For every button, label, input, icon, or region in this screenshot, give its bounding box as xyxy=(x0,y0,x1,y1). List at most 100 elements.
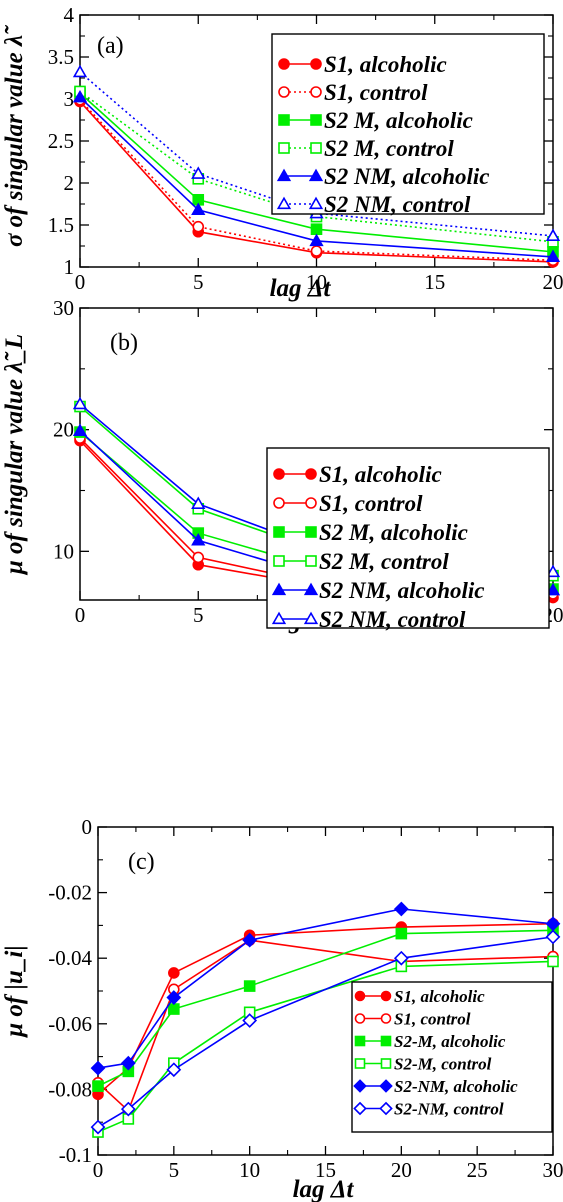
data-point xyxy=(90,1060,106,1076)
series-line xyxy=(79,99,554,262)
legend-label: S1, control xyxy=(394,1009,471,1028)
chart-panel-2: 05101520102030lag Δtμ of singular value … xyxy=(1,296,563,634)
legend-marker xyxy=(303,611,319,625)
legend-marker xyxy=(353,1079,367,1093)
y-axis-label: σ of singular value λ̃ xyxy=(1,24,28,247)
legend-label: S1, alcoholic xyxy=(319,462,442,487)
x-tick-label: 0 xyxy=(93,1158,104,1182)
x-tick-label: 5 xyxy=(193,603,204,627)
chart-panel-3: 0 5 10 15 20 25 30 -0.1 -0.08 -0.06 -0.04 -0.02 0 lag… xyxy=(1,815,563,1202)
legend: S1, alcoholic S1, control S2 M, alcoholic S… xyxy=(266,447,550,632)
legend-label: S1, alcoholic xyxy=(324,52,447,77)
legend-label: S2 M, alcoholic xyxy=(324,108,473,133)
series-line xyxy=(79,90,554,243)
legend-marker xyxy=(310,142,322,154)
data-point xyxy=(309,233,324,247)
x-tick-label: 30 xyxy=(543,1158,563,1182)
data-point xyxy=(545,228,561,242)
data-point xyxy=(120,1101,136,1117)
series-5 xyxy=(90,901,561,1076)
legend-marker xyxy=(380,1035,392,1047)
legend-label: S2-M, alcoholic xyxy=(394,1032,506,1051)
legend-marker xyxy=(278,86,290,98)
legend-marker xyxy=(273,555,285,567)
data-point xyxy=(72,396,88,410)
y-tick-label: 3 xyxy=(64,87,75,111)
series-line xyxy=(97,936,554,1128)
y-tick-label: 1.5 xyxy=(48,213,74,237)
panel-label: (b) xyxy=(110,330,138,356)
panel-label: (a) xyxy=(97,33,124,59)
series-5 xyxy=(72,89,561,263)
legend-label: S2 M, control xyxy=(319,549,449,574)
data-point xyxy=(72,89,88,103)
x-tick-label: 10 xyxy=(306,270,327,294)
y-tick-label: 2.5 xyxy=(48,129,74,153)
data-point xyxy=(191,166,206,179)
data-point xyxy=(72,64,88,78)
data-point xyxy=(192,220,205,233)
legend-marker xyxy=(380,1013,392,1024)
legend-label: S2 NM, alcoholic xyxy=(324,164,489,189)
y-tick-label: -0.02 xyxy=(48,881,92,905)
legend-marker xyxy=(353,1101,367,1116)
data-point xyxy=(120,1055,136,1071)
legend: S1, alcoholic S1, control S2-M, alcoholic S… xyxy=(351,981,553,1133)
legend-marker xyxy=(271,611,287,625)
x-tick-label: 10 xyxy=(239,1158,260,1182)
legend-marker xyxy=(278,58,290,70)
y-tick-label: -0.1 xyxy=(59,1143,92,1167)
legend-marker xyxy=(310,114,322,126)
legend-label: S2 NM, control xyxy=(319,607,466,632)
x-tick-label: 5 xyxy=(193,270,204,294)
legend-marker xyxy=(308,196,324,210)
x-tick-label: 15 xyxy=(424,270,445,294)
y-tick-label: -0.06 xyxy=(48,1012,92,1036)
series-line xyxy=(97,939,554,1113)
data-point xyxy=(395,927,408,940)
x-tick-label: 25 xyxy=(467,1158,488,1182)
legend-marker xyxy=(354,1058,366,1069)
data-point xyxy=(242,932,258,948)
legend-label: S2-NM, alcoholic xyxy=(394,1077,518,1096)
legend-marker xyxy=(354,1035,366,1047)
data-point xyxy=(243,980,256,992)
legend-marker xyxy=(354,990,366,1002)
data-point xyxy=(191,533,206,546)
legend-marker xyxy=(305,555,317,567)
legend-label: S1, alcoholic xyxy=(394,987,485,1006)
legend-marker xyxy=(273,497,285,509)
legend-marker xyxy=(310,86,322,98)
y-tick-label: 3.5 xyxy=(48,45,74,69)
legend: S1, alcoholic S1, control S2 M, alcoholic S… xyxy=(271,33,545,217)
legend-marker xyxy=(273,526,285,538)
y-tick-label: -0.08 xyxy=(48,1077,92,1101)
y-axis-label: μ of singular value λ̃_L xyxy=(1,334,28,576)
y-tick-label: -0.04 xyxy=(48,946,92,970)
series-6 xyxy=(90,929,561,1135)
data-point xyxy=(545,582,561,596)
legend-marker xyxy=(308,168,324,182)
y-tick-label: 2 xyxy=(64,171,75,195)
y-tick-label: 1 xyxy=(64,255,75,279)
legend-marker xyxy=(278,142,290,154)
legend-marker xyxy=(276,196,292,210)
chart-panel-1: 0 5 10 15 20 1 1.5 2 2.5 3 3.5 4 lag Δt σ of singular… xyxy=(1,3,563,302)
y-tick-label: 4 xyxy=(64,3,75,27)
data-point xyxy=(168,967,180,979)
data-point xyxy=(191,496,206,509)
data-point xyxy=(191,202,206,215)
data-point xyxy=(90,1119,106,1135)
y-tick-label: 20 xyxy=(53,418,74,442)
legend-marker xyxy=(271,582,287,596)
data-point xyxy=(310,245,323,257)
data-point xyxy=(545,564,561,578)
data-point xyxy=(92,1080,104,1092)
legend-label: S1, control xyxy=(324,80,428,105)
data-point xyxy=(242,1013,258,1028)
legend-marker xyxy=(379,1101,393,1116)
x-axis-label: lag Δt xyxy=(293,1176,355,1202)
legend-marker xyxy=(278,114,290,126)
legend-marker xyxy=(305,468,317,480)
